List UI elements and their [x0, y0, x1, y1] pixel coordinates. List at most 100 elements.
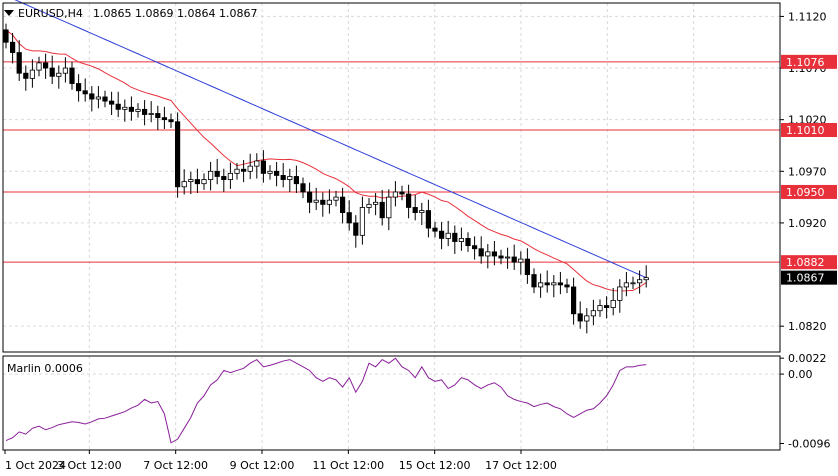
osc-y-tick-label: -0.0096: [788, 437, 830, 450]
x-tick-label: 17 Oct 12:00: [485, 459, 557, 472]
candle-body-up: [95, 96, 101, 100]
candle-body-up: [122, 106, 128, 110]
ma-short-line: [5, 29, 647, 292]
candle-body-down: [76, 83, 82, 92]
candle-body-down: [128, 106, 134, 112]
candle-body-up: [392, 191, 399, 198]
candle-body-down: [379, 201, 385, 219]
candle-body-up: [267, 170, 273, 174]
y-tick-label: 1.1120: [788, 10, 827, 23]
y-tick-label: 1.0970: [788, 165, 827, 178]
candle-body-up: [518, 258, 524, 263]
candle-body-up: [419, 210, 425, 214]
ma-long-line: [14, 0, 647, 279]
x-tick-label: 7 Oct 12:00: [143, 459, 208, 472]
level-price-tag: [781, 255, 837, 270]
candle-body-up: [201, 179, 207, 185]
candle-body-down: [452, 232, 458, 242]
candle-body-up: [234, 168, 240, 174]
candle-body-up: [485, 251, 491, 257]
candle-body-down: [557, 282, 564, 286]
oscillator-grid: [3, 356, 780, 450]
candle-body-up: [333, 196, 339, 201]
candle-body-down: [161, 117, 167, 121]
candle-body-down: [306, 191, 313, 203]
candle-body-up: [247, 165, 253, 172]
candle-body-down: [339, 196, 346, 214]
candle-body-up: [445, 232, 451, 239]
candle-body-up: [181, 181, 187, 188]
candle-body-up: [597, 305, 603, 312]
candle-body-down: [478, 248, 484, 257]
candle-body-up: [538, 282, 544, 288]
candle-body-down: [498, 255, 504, 259]
marlin-line: [5, 357, 647, 444]
candle-body-up: [643, 277, 649, 281]
candle-body-up: [551, 282, 557, 286]
candle-body-up: [359, 207, 366, 236]
candle-body-up: [637, 279, 643, 284]
candle-body-down: [432, 227, 438, 232]
candle-body-down: [491, 251, 498, 257]
candle-body-up: [372, 201, 379, 205]
current-price-label: 1.0867: [786, 272, 825, 285]
candle-body-down: [168, 119, 174, 123]
candle-body-up: [135, 108, 141, 112]
osc-y-tick-label: 0.00: [788, 368, 813, 381]
oscillator-line: [5, 357, 647, 444]
candle-body-down: [425, 210, 432, 229]
candle-body-up: [504, 256, 511, 259]
x-tick-label: 3 Oct 12:00: [57, 459, 122, 472]
main-pane-frame: [2, 2, 781, 353]
candle-body-down: [438, 230, 445, 239]
level-price-label: 1.1010: [786, 124, 825, 137]
level-price-label: 1.0882: [786, 256, 825, 269]
candle-body-up: [207, 170, 214, 180]
candle-body-down: [544, 282, 550, 286]
symbol-timeframe: EURUSD,H4: [18, 7, 83, 20]
candle-body-down: [115, 103, 121, 110]
candle-body-up: [386, 196, 392, 219]
osc-y-tick-label: 0.0022: [788, 352, 827, 365]
candle-body-down: [604, 305, 610, 309]
level-price-tag: [781, 54, 837, 69]
candlesticks: [3, 23, 649, 334]
candle-body-down: [346, 212, 352, 224]
candle-body-down: [531, 274, 537, 288]
candle-body-up: [29, 69, 36, 79]
candle-body-up: [287, 176, 293, 180]
candle-body-down: [471, 245, 478, 250]
candle-body-up: [610, 299, 616, 309]
main-grid: [3, 3, 780, 352]
candle-body-down: [320, 199, 326, 205]
candle-body-down: [524, 258, 531, 275]
candle-body-up: [584, 315, 590, 322]
candle-body-up: [617, 286, 623, 301]
x-tick-label: 1 Oct 2024: [5, 459, 66, 472]
candle-body-up: [254, 160, 260, 167]
candle-body-up: [227, 172, 233, 180]
candle-body-up: [36, 62, 42, 71]
candle-body-down: [155, 113, 161, 119]
x-tick-label: 11 Oct 12:00: [312, 459, 384, 472]
horizontal-levels[interactable]: [3, 61, 780, 263]
candle-body-down: [300, 183, 306, 193]
candle-body-down: [141, 108, 148, 115]
candle-body-up: [590, 310, 597, 317]
candle-body-down: [260, 160, 267, 174]
menu-triangle-icon[interactable]: [4, 10, 14, 16]
candle-body-down: [3, 29, 9, 43]
x-tick-label: 9 Oct 12:00: [230, 459, 295, 472]
candle-body-down: [23, 72, 29, 79]
axes: 1.11201.10701.10201.09701.09201.08200.00…: [2, 2, 830, 472]
candle-body-up: [366, 203, 372, 208]
level-price-tag: [781, 184, 837, 199]
candle-body-down: [82, 90, 88, 95]
candle-body-up: [458, 238, 465, 242]
candle-body-down: [194, 179, 200, 185]
candle-body-down: [16, 52, 22, 74]
candle-body-down: [43, 62, 49, 69]
candle-body-down: [571, 286, 577, 315]
candle-body-up: [313, 199, 319, 203]
